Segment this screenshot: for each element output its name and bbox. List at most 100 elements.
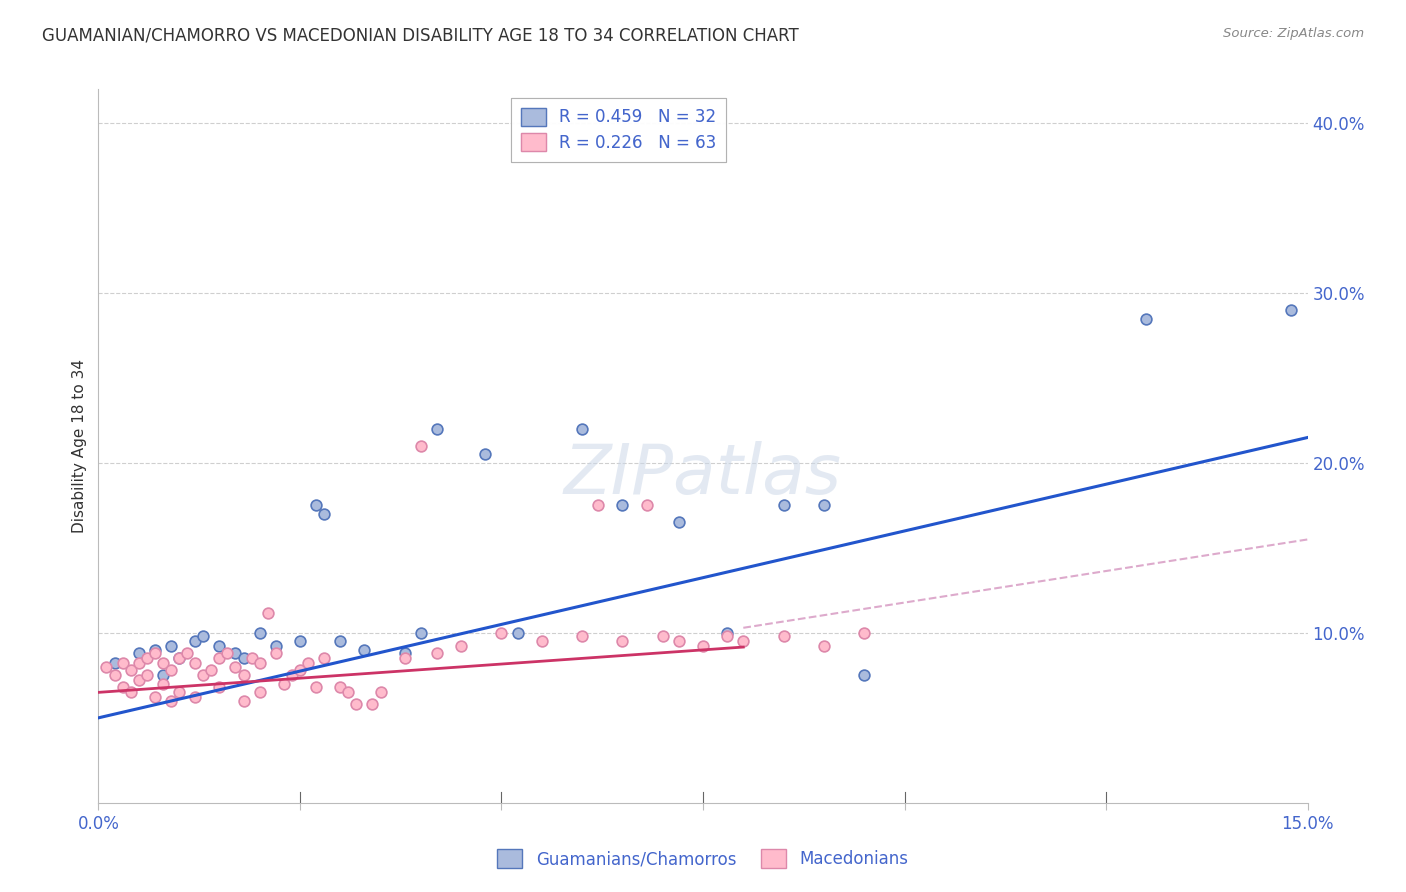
Point: [1135, 311, 1157, 326]
Point: [128, 673, 150, 688]
Point: [474, 448, 496, 462]
Point: [491, 626, 513, 640]
Point: [184, 690, 207, 705]
Point: [772, 499, 794, 513]
Point: [200, 663, 222, 677]
Text: ZIPatlas: ZIPatlas: [564, 441, 842, 508]
Point: [143, 646, 166, 660]
Point: [103, 668, 125, 682]
Point: [329, 680, 352, 694]
Point: [256, 606, 278, 620]
Point: [651, 629, 673, 643]
Point: [249, 626, 271, 640]
Point: [571, 629, 593, 643]
Point: [103, 657, 125, 671]
Point: [329, 634, 352, 648]
Point: [772, 629, 794, 643]
Point: [208, 640, 231, 654]
Text: Source: ZipAtlas.com: Source: ZipAtlas.com: [1223, 27, 1364, 40]
Point: [305, 680, 328, 694]
Legend: Guamanians/Chamorros, Macedonians: Guamanians/Chamorros, Macedonians: [491, 843, 915, 875]
Point: [409, 626, 432, 640]
Point: [111, 657, 134, 671]
Point: [240, 651, 263, 665]
Point: [193, 668, 215, 682]
Point: [813, 499, 835, 513]
Point: [176, 646, 198, 660]
Point: [314, 651, 336, 665]
Point: [813, 640, 835, 654]
Point: [612, 499, 634, 513]
Point: [1281, 303, 1303, 318]
Point: [135, 668, 157, 682]
Point: [128, 657, 150, 671]
Point: [224, 660, 246, 674]
Point: [160, 640, 183, 654]
Point: [264, 640, 287, 654]
Point: [571, 422, 593, 436]
Point: [152, 677, 174, 691]
Point: [217, 646, 239, 660]
Point: [394, 651, 416, 665]
Point: [273, 677, 295, 691]
Point: [152, 668, 174, 682]
Point: [232, 651, 254, 665]
Point: [733, 634, 755, 648]
Point: [668, 634, 690, 648]
Point: [281, 668, 304, 682]
Point: [135, 651, 157, 665]
Point: [344, 698, 367, 712]
Point: [409, 439, 432, 453]
Point: [208, 680, 231, 694]
Point: [143, 643, 166, 657]
Point: [167, 685, 190, 699]
Point: [232, 694, 254, 708]
Point: [232, 668, 254, 682]
Point: [264, 646, 287, 660]
Point: [111, 680, 134, 694]
Point: [224, 646, 246, 660]
Point: [426, 422, 449, 436]
Point: [249, 685, 271, 699]
Point: [716, 626, 738, 640]
Point: [167, 651, 190, 665]
Point: [184, 634, 207, 648]
Point: [636, 499, 658, 513]
Point: [167, 651, 190, 665]
Text: GUAMANIAN/CHAMORRO VS MACEDONIAN DISABILITY AGE 18 TO 34 CORRELATION CHART: GUAMANIAN/CHAMORRO VS MACEDONIAN DISABIL…: [42, 27, 799, 45]
Point: [193, 629, 215, 643]
Point: [353, 643, 375, 657]
Point: [370, 685, 392, 699]
Point: [152, 657, 174, 671]
Point: [208, 651, 231, 665]
Point: [361, 698, 384, 712]
Y-axis label: Disability Age 18 to 34: Disability Age 18 to 34: [72, 359, 87, 533]
Point: [160, 663, 183, 677]
Point: [530, 634, 553, 648]
Point: [249, 657, 271, 671]
Point: [120, 685, 142, 699]
Point: [586, 499, 609, 513]
Point: [305, 499, 328, 513]
Point: [506, 626, 529, 640]
Point: [337, 685, 360, 699]
Point: [394, 646, 416, 660]
Point: [716, 629, 738, 643]
Point: [450, 640, 472, 654]
Point: [128, 646, 150, 660]
Point: [288, 663, 311, 677]
Point: [853, 626, 876, 640]
Point: [160, 694, 183, 708]
Point: [314, 507, 336, 521]
Point: [853, 668, 876, 682]
Point: [692, 640, 714, 654]
Point: [143, 690, 166, 705]
Point: [297, 657, 319, 671]
Point: [120, 663, 142, 677]
Point: [668, 516, 690, 530]
Point: [612, 634, 634, 648]
Point: [184, 657, 207, 671]
Legend: R = 0.459   N = 32, R = 0.226   N = 63: R = 0.459 N = 32, R = 0.226 N = 63: [510, 97, 725, 161]
Point: [96, 660, 118, 674]
Point: [288, 634, 311, 648]
